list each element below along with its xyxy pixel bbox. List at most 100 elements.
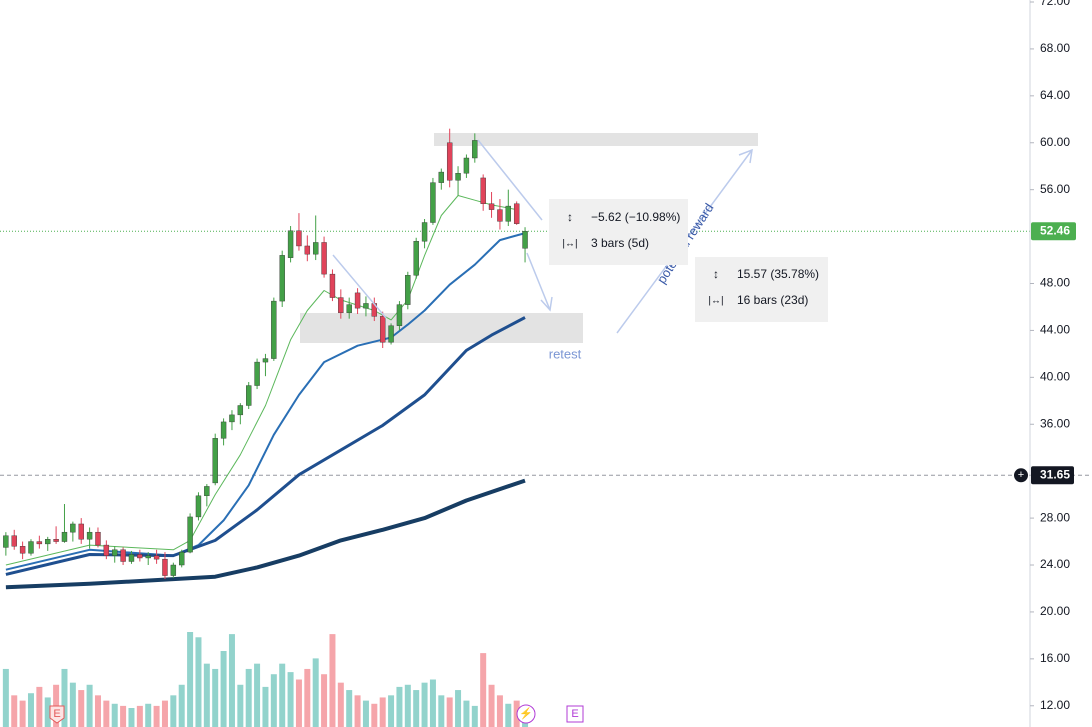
candle-body: [36, 541, 43, 545]
volume-bar: [505, 703, 512, 727]
candle-body: [338, 297, 344, 314]
volume-bar: [212, 668, 219, 727]
volume-bar: [262, 686, 269, 727]
candle-body: [296, 230, 302, 247]
candle-body: [86, 531, 93, 540]
measure-box: ↕ |↔| 15.57 (35.78%) 16 bars (23d): [695, 257, 828, 322]
volume-bar: [78, 690, 85, 727]
candle-body: [463, 157, 470, 174]
dividend-marker: [516, 704, 536, 724]
candle-body: [53, 539, 59, 542]
volume-bar: [346, 690, 353, 727]
candle-body: [103, 544, 110, 556]
candle-body: [120, 549, 126, 562]
volume-bar: [19, 700, 26, 727]
candle-body: [287, 230, 294, 258]
icon: ↕: [713, 267, 719, 281]
volume-bar: [379, 697, 386, 727]
candle-body: [19, 546, 26, 554]
candle-body: [405, 275, 411, 305]
y-tick-label: 56.00: [1040, 182, 1070, 196]
measure-change: −5.62 (−10.98%): [591, 210, 680, 224]
marker-price-badge: [1031, 466, 1074, 485]
candle-body: [95, 531, 101, 546]
plot: [0, 128, 1092, 727]
y-tick-label: 72.00: [1040, 0, 1070, 8]
candle-body: [162, 558, 168, 576]
candle-body: [279, 255, 285, 302]
volume-bar: [404, 684, 411, 727]
volume-bar: [44, 697, 51, 727]
volume-bar: [11, 695, 18, 727]
zones: [300, 133, 758, 343]
icon: ⚡: [519, 707, 533, 720]
candle-body: [237, 405, 244, 416]
moving-average: [5, 478, 526, 590]
volume-bar: [27, 693, 34, 727]
volume-bar: [136, 705, 143, 727]
y-tick-label: 12.00: [1040, 698, 1070, 712]
volume-bar: [94, 695, 101, 727]
measure-change: 15.57 (35.78%): [737, 267, 819, 281]
volume-bar: [496, 695, 503, 727]
volume-bar: [446, 697, 453, 727]
volume-bar: [187, 632, 194, 727]
volume-bar: [103, 700, 110, 727]
candle-body: [271, 300, 277, 359]
moving-average: [5, 316, 526, 576]
candle-body: [321, 242, 327, 275]
marker-price-label: 31.65: [1040, 467, 1070, 481]
arrow-line: [526, 252, 551, 311]
candle-body: [497, 209, 503, 222]
volume-bar: [488, 684, 495, 727]
volume-bar: [228, 634, 235, 727]
candle-body: [262, 358, 269, 363]
volume-bar: [312, 658, 319, 727]
volume-bar: [145, 703, 152, 727]
candle-body: [438, 171, 445, 183]
earnings-marker: [566, 705, 584, 723]
candle-body: [128, 554, 135, 562]
candle-body: [179, 551, 185, 566]
candle-body: [70, 523, 76, 533]
retest-label: retest: [549, 346, 582, 361]
candle-body: [246, 385, 252, 406]
volume-bar: [321, 674, 328, 727]
support-zone: [300, 313, 583, 343]
volume-bar: [2, 668, 9, 727]
volume-bar: [203, 663, 210, 727]
event-markers: E ⚡ E: [49, 704, 584, 724]
volume-bar: [120, 705, 127, 727]
volume-bar: [421, 682, 428, 727]
candle-body: [396, 304, 403, 326]
y-tick-label: 68.00: [1040, 41, 1070, 55]
volume-bar: [220, 651, 227, 727]
candle-body: [329, 273, 336, 298]
volume-bar: [337, 682, 344, 727]
volume-bar: [413, 690, 420, 727]
candle-body: [61, 531, 68, 542]
candle-body: [421, 222, 428, 242]
measure-bars: 3 bars (5d): [591, 236, 649, 250]
volume-bar: [304, 668, 311, 727]
price-axis: 72.00 68.00 64.00 60.00 56.00 48.00 44.00 40.00…: [1014, 0, 1076, 712]
arrow-line: [477, 139, 543, 221]
volume-bar: [69, 682, 76, 727]
volume-bar: [354, 695, 361, 727]
y-tick-label: 16.00: [1040, 651, 1070, 665]
candle-body: [413, 241, 419, 276]
candle-body: [430, 182, 436, 223]
last-price-label: 52.46: [1040, 223, 1070, 237]
volume-bar: [270, 674, 277, 727]
measure-bars: 16 bars (23d): [737, 293, 808, 307]
volume-bar: [362, 700, 369, 727]
candle-body: [505, 205, 512, 222]
candle-body: [312, 242, 319, 255]
last-price-badge: [1031, 222, 1076, 241]
candle-body: [204, 486, 210, 497]
arrow-head: [540, 296, 553, 312]
candle-body: [112, 549, 118, 556]
candle-body: [522, 230, 528, 249]
candle-body: [187, 516, 193, 553]
